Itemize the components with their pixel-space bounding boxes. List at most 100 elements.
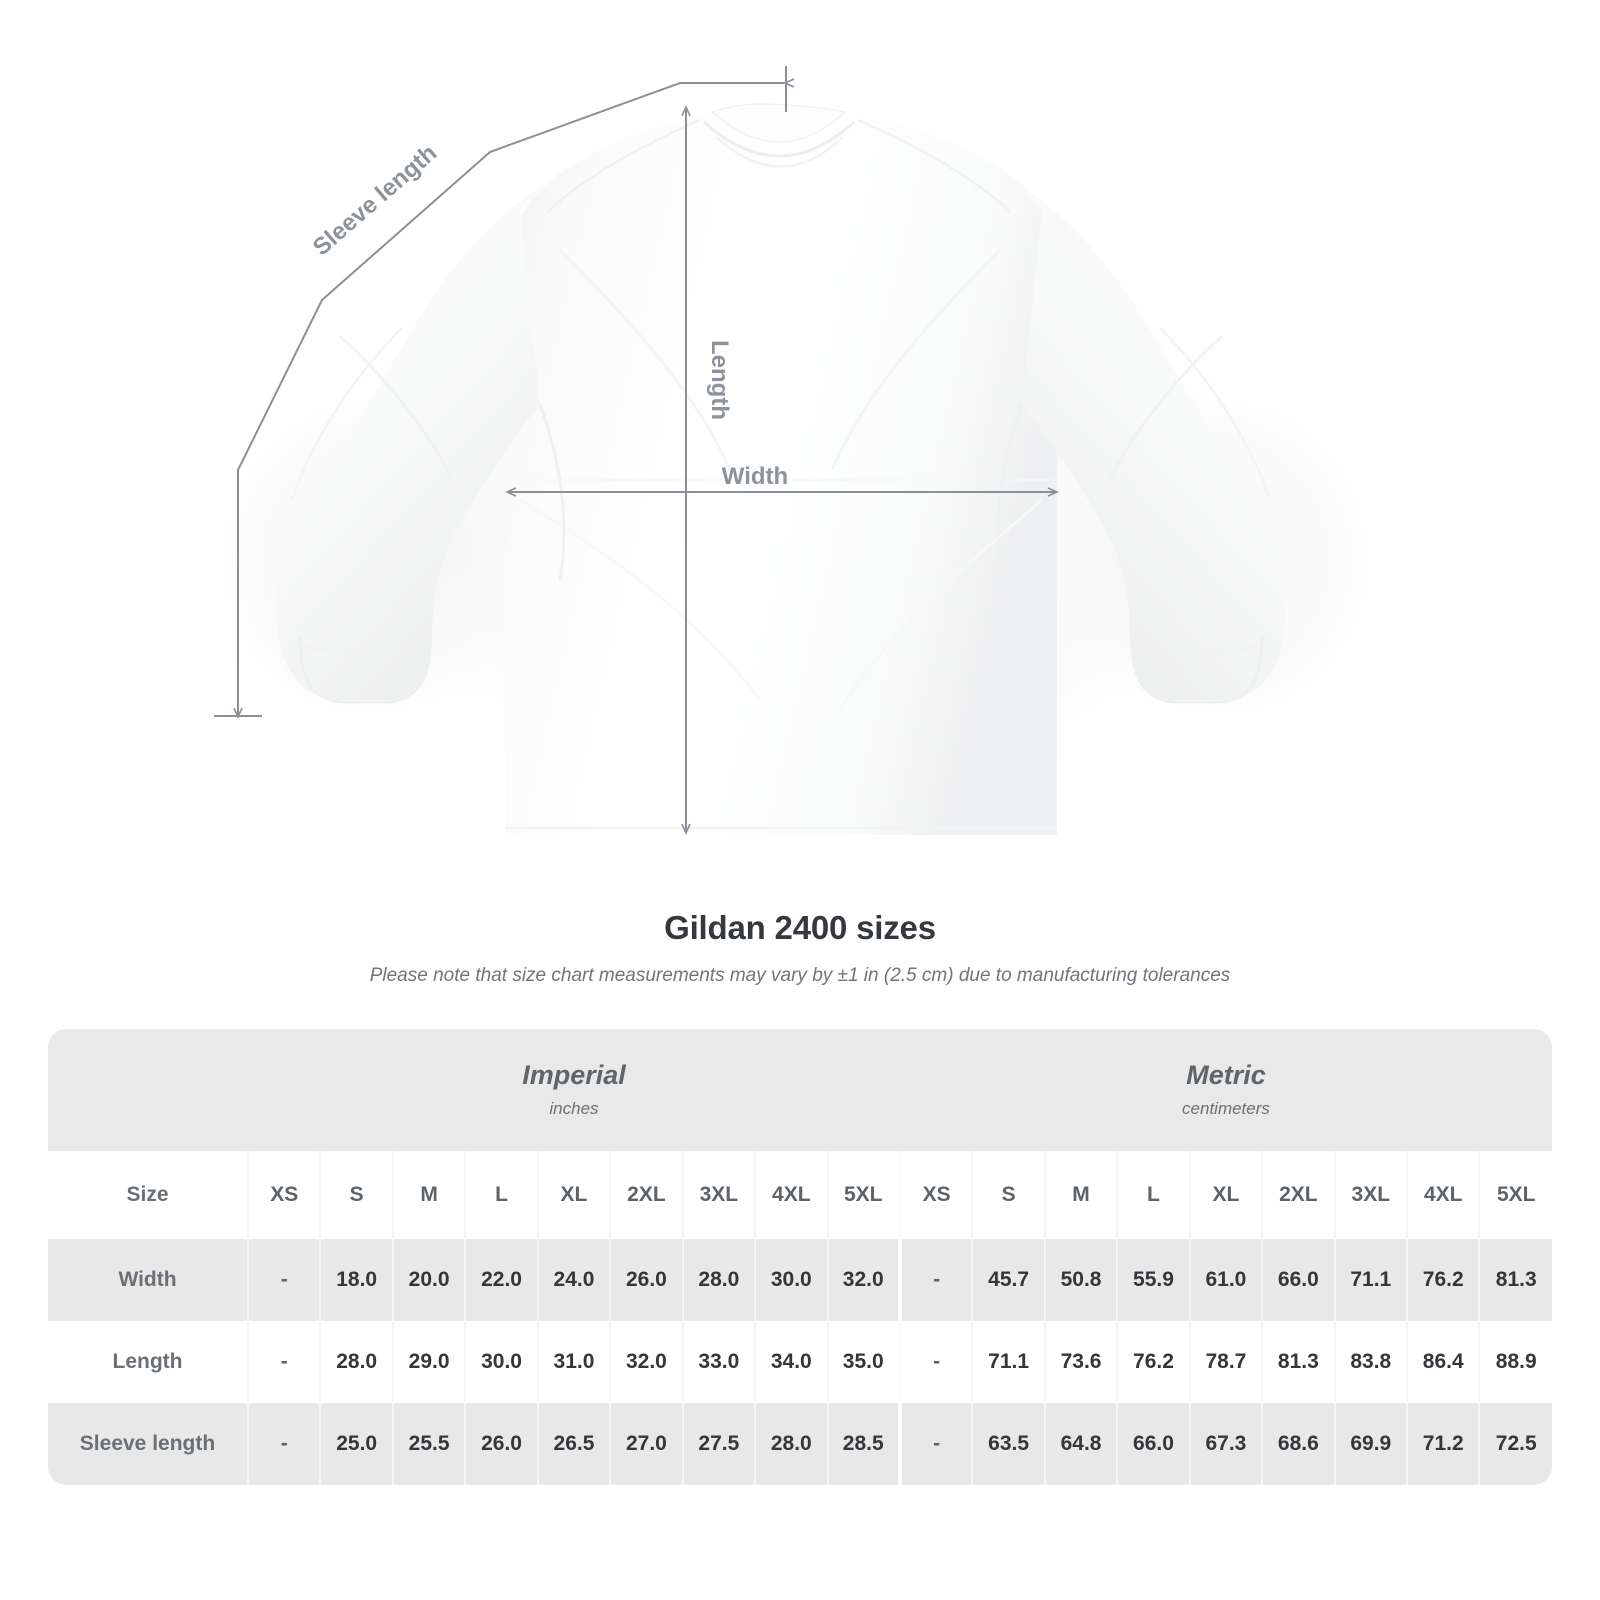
size-header-row: Size XS S M L XL 2XL 3XL 4XL 5XL XS S M L XL 2XL 3XL 4XL 5… — [48, 1151, 1552, 1239]
cell-length-imperial-5xl: 35.0 — [826, 1321, 900, 1403]
size-header-imperial-5xl: 5XL — [826, 1151, 900, 1239]
unit-header-imperial: Imperial inches — [248, 1029, 900, 1151]
cell-width-imperial-2xl: 26.0 — [609, 1239, 683, 1321]
cell-length-metric-xs: - — [897, 1321, 973, 1403]
cell-length-metric-xl: 78.7 — [1188, 1321, 1263, 1403]
cell-sleeve-length-metric-2xl: 68.6 — [1261, 1403, 1335, 1485]
row-label-width: Width — [48, 1239, 248, 1321]
size-header-metric-3xl: 3XL — [1333, 1151, 1407, 1239]
cell-length-metric-3xl: 83.8 — [1333, 1321, 1407, 1403]
cell-sleeve-length-imperial-5xl: 28.5 — [826, 1403, 900, 1485]
size-chart-table: Imperial inches Metric centimeters Size XS S M L… — [48, 1029, 1552, 1485]
size-header-metric-l: L — [1116, 1151, 1190, 1239]
cell-length-imperial-m: 29.0 — [391, 1321, 466, 1403]
cell-width-imperial-m: 20.0 — [391, 1239, 466, 1321]
cell-length-metric-5xl: 88.9 — [1478, 1321, 1552, 1403]
chart-heading: Gildan 2400 sizes Please note that size … — [0, 905, 1600, 989]
cell-length-imperial-xl: 31.0 — [536, 1321, 611, 1403]
cell-width-imperial-4xl: 30.0 — [754, 1239, 828, 1321]
cell-sleeve-length-metric-3xl: 69.9 — [1333, 1403, 1407, 1485]
cell-width-metric-s: 45.7 — [971, 1239, 1045, 1321]
cell-length-imperial-l: 30.0 — [464, 1321, 538, 1403]
unit-header-metric: Metric centimeters — [899, 1029, 1552, 1151]
unit-name: Metric — [1186, 1060, 1266, 1090]
cell-sleeve-length-imperial-s: 25.0 — [319, 1403, 393, 1485]
size-header-imperial-m: M — [391, 1151, 466, 1239]
cell-sleeve-length-imperial-l: 26.0 — [464, 1403, 538, 1485]
size-header-imperial-4xl: 4XL — [754, 1151, 828, 1239]
cell-sleeve-length-imperial-3xl: 27.5 — [681, 1403, 756, 1485]
cell-sleeve-length-imperial-xs: - — [246, 1403, 321, 1485]
table-row: Length -28.0 29.0 30.0 31.0 32.0 33.0 34.0 35.0-… — [48, 1321, 1552, 1403]
unit-subtitle: centimeters — [1182, 1099, 1270, 1118]
size-header-imperial-xl: XL — [536, 1151, 611, 1239]
cell-length-metric-4xl: 86.4 — [1405, 1321, 1480, 1403]
cell-length-imperial-3xl: 33.0 — [681, 1321, 756, 1403]
size-header-metric-xl: XL — [1188, 1151, 1263, 1239]
cell-sleeve-length-imperial-4xl: 28.0 — [754, 1403, 828, 1485]
cell-sleeve-length-metric-5xl: 72.5 — [1478, 1403, 1552, 1485]
cell-sleeve-length-metric-s: 63.5 — [971, 1403, 1045, 1485]
shirt-graphic — [276, 103, 1286, 835]
row-label-length: Length — [48, 1321, 248, 1403]
unit-banner-spacer — [48, 1029, 248, 1151]
size-header-imperial-l: L — [464, 1151, 538, 1239]
size-header-metric-m: M — [1043, 1151, 1118, 1239]
cell-width-metric-5xl: 81.3 — [1478, 1239, 1552, 1321]
size-header-metric-s: S — [971, 1151, 1045, 1239]
size-header-metric-2xl: 2XL — [1261, 1151, 1335, 1239]
size-header-metric-4xl: 4XL — [1405, 1151, 1480, 1239]
shirt-measurement-illustration: Sleeve length Length Width — [180, 66, 1410, 850]
size-header-metric-xs: XS — [897, 1151, 973, 1239]
cell-sleeve-length-metric-m: 64.8 — [1043, 1403, 1118, 1485]
cell-length-metric-m: 73.6 — [1043, 1321, 1118, 1403]
row-label-sleeve-length: Sleeve length — [48, 1403, 248, 1485]
cell-length-metric-l: 76.2 — [1116, 1321, 1190, 1403]
cell-length-imperial-2xl: 32.0 — [609, 1321, 683, 1403]
sleeve-length-dimension — [214, 66, 795, 719]
cell-sleeve-length-imperial-m: 25.5 — [391, 1403, 466, 1485]
cell-width-metric-l: 55.9 — [1116, 1239, 1190, 1321]
cell-sleeve-length-metric-xl: 67.3 — [1188, 1403, 1263, 1485]
cell-width-metric-3xl: 71.1 — [1333, 1239, 1407, 1321]
cell-sleeve-length-imperial-xl: 26.5 — [536, 1403, 611, 1485]
sleeve-length-label: Sleeve length — [308, 139, 442, 261]
cell-width-metric-m: 50.8 — [1043, 1239, 1118, 1321]
cell-length-metric-s: 71.1 — [971, 1321, 1045, 1403]
cell-width-imperial-5xl: 32.0 — [826, 1239, 900, 1321]
cell-sleeve-length-metric-l: 66.0 — [1116, 1403, 1190, 1485]
cell-width-metric-xl: 61.0 — [1188, 1239, 1263, 1321]
size-header-imperial-xs: XS — [246, 1151, 321, 1239]
size-header-imperial-3xl: 3XL — [681, 1151, 756, 1239]
length-label: Length — [706, 340, 733, 420]
cell-width-metric-xs: - — [897, 1239, 973, 1321]
size-header-metric-5xl: 5XL — [1478, 1151, 1552, 1239]
tolerance-note: Please note that size chart measurements… — [369, 965, 1231, 986]
cell-width-imperial-s: 18.0 — [319, 1239, 393, 1321]
cell-length-imperial-xs: - — [246, 1321, 321, 1403]
unit-subtitle: inches — [549, 1099, 599, 1118]
cell-length-imperial-s: 28.0 — [319, 1321, 393, 1403]
cell-width-imperial-3xl: 28.0 — [681, 1239, 756, 1321]
garment-diagram: Sleeve length Length Width — [180, 66, 1410, 850]
cell-width-imperial-l: 22.0 — [464, 1239, 538, 1321]
size-header-imperial-s: S — [319, 1151, 393, 1239]
cell-sleeve-length-imperial-2xl: 27.0 — [609, 1403, 683, 1485]
unit-name: Imperial — [522, 1060, 626, 1090]
cell-width-imperial-xl: 24.0 — [536, 1239, 611, 1321]
width-label: Width — [722, 463, 788, 490]
page-title: Gildan 2400 sizes — [664, 909, 936, 946]
cell-width-metric-2xl: 66.0 — [1261, 1239, 1335, 1321]
size-chart-table-wrapper: Imperial inches Metric centimeters Size XS S M L… — [48, 1029, 1552, 1485]
table-row: Width -18.0 20.0 22.0 24.0 26.0 28.0 30.0 32.0-4… — [48, 1239, 1552, 1321]
size-header-label: Size — [48, 1151, 248, 1239]
cell-width-metric-4xl: 76.2 — [1405, 1239, 1480, 1321]
unit-banner-row: Imperial inches Metric centimeters — [48, 1029, 1552, 1151]
table-row: Sleeve length -25.0 25.5 26.0 26.5 27.0 27.5 28… — [48, 1403, 1552, 1485]
cell-sleeve-length-metric-4xl: 71.2 — [1405, 1403, 1480, 1485]
cell-length-metric-2xl: 81.3 — [1261, 1321, 1335, 1403]
cell-length-imperial-4xl: 34.0 — [754, 1321, 828, 1403]
cell-width-imperial-xs: - — [246, 1239, 321, 1321]
size-header-imperial-2xl: 2XL — [609, 1151, 683, 1239]
measurement-lines — [214, 66, 1059, 835]
